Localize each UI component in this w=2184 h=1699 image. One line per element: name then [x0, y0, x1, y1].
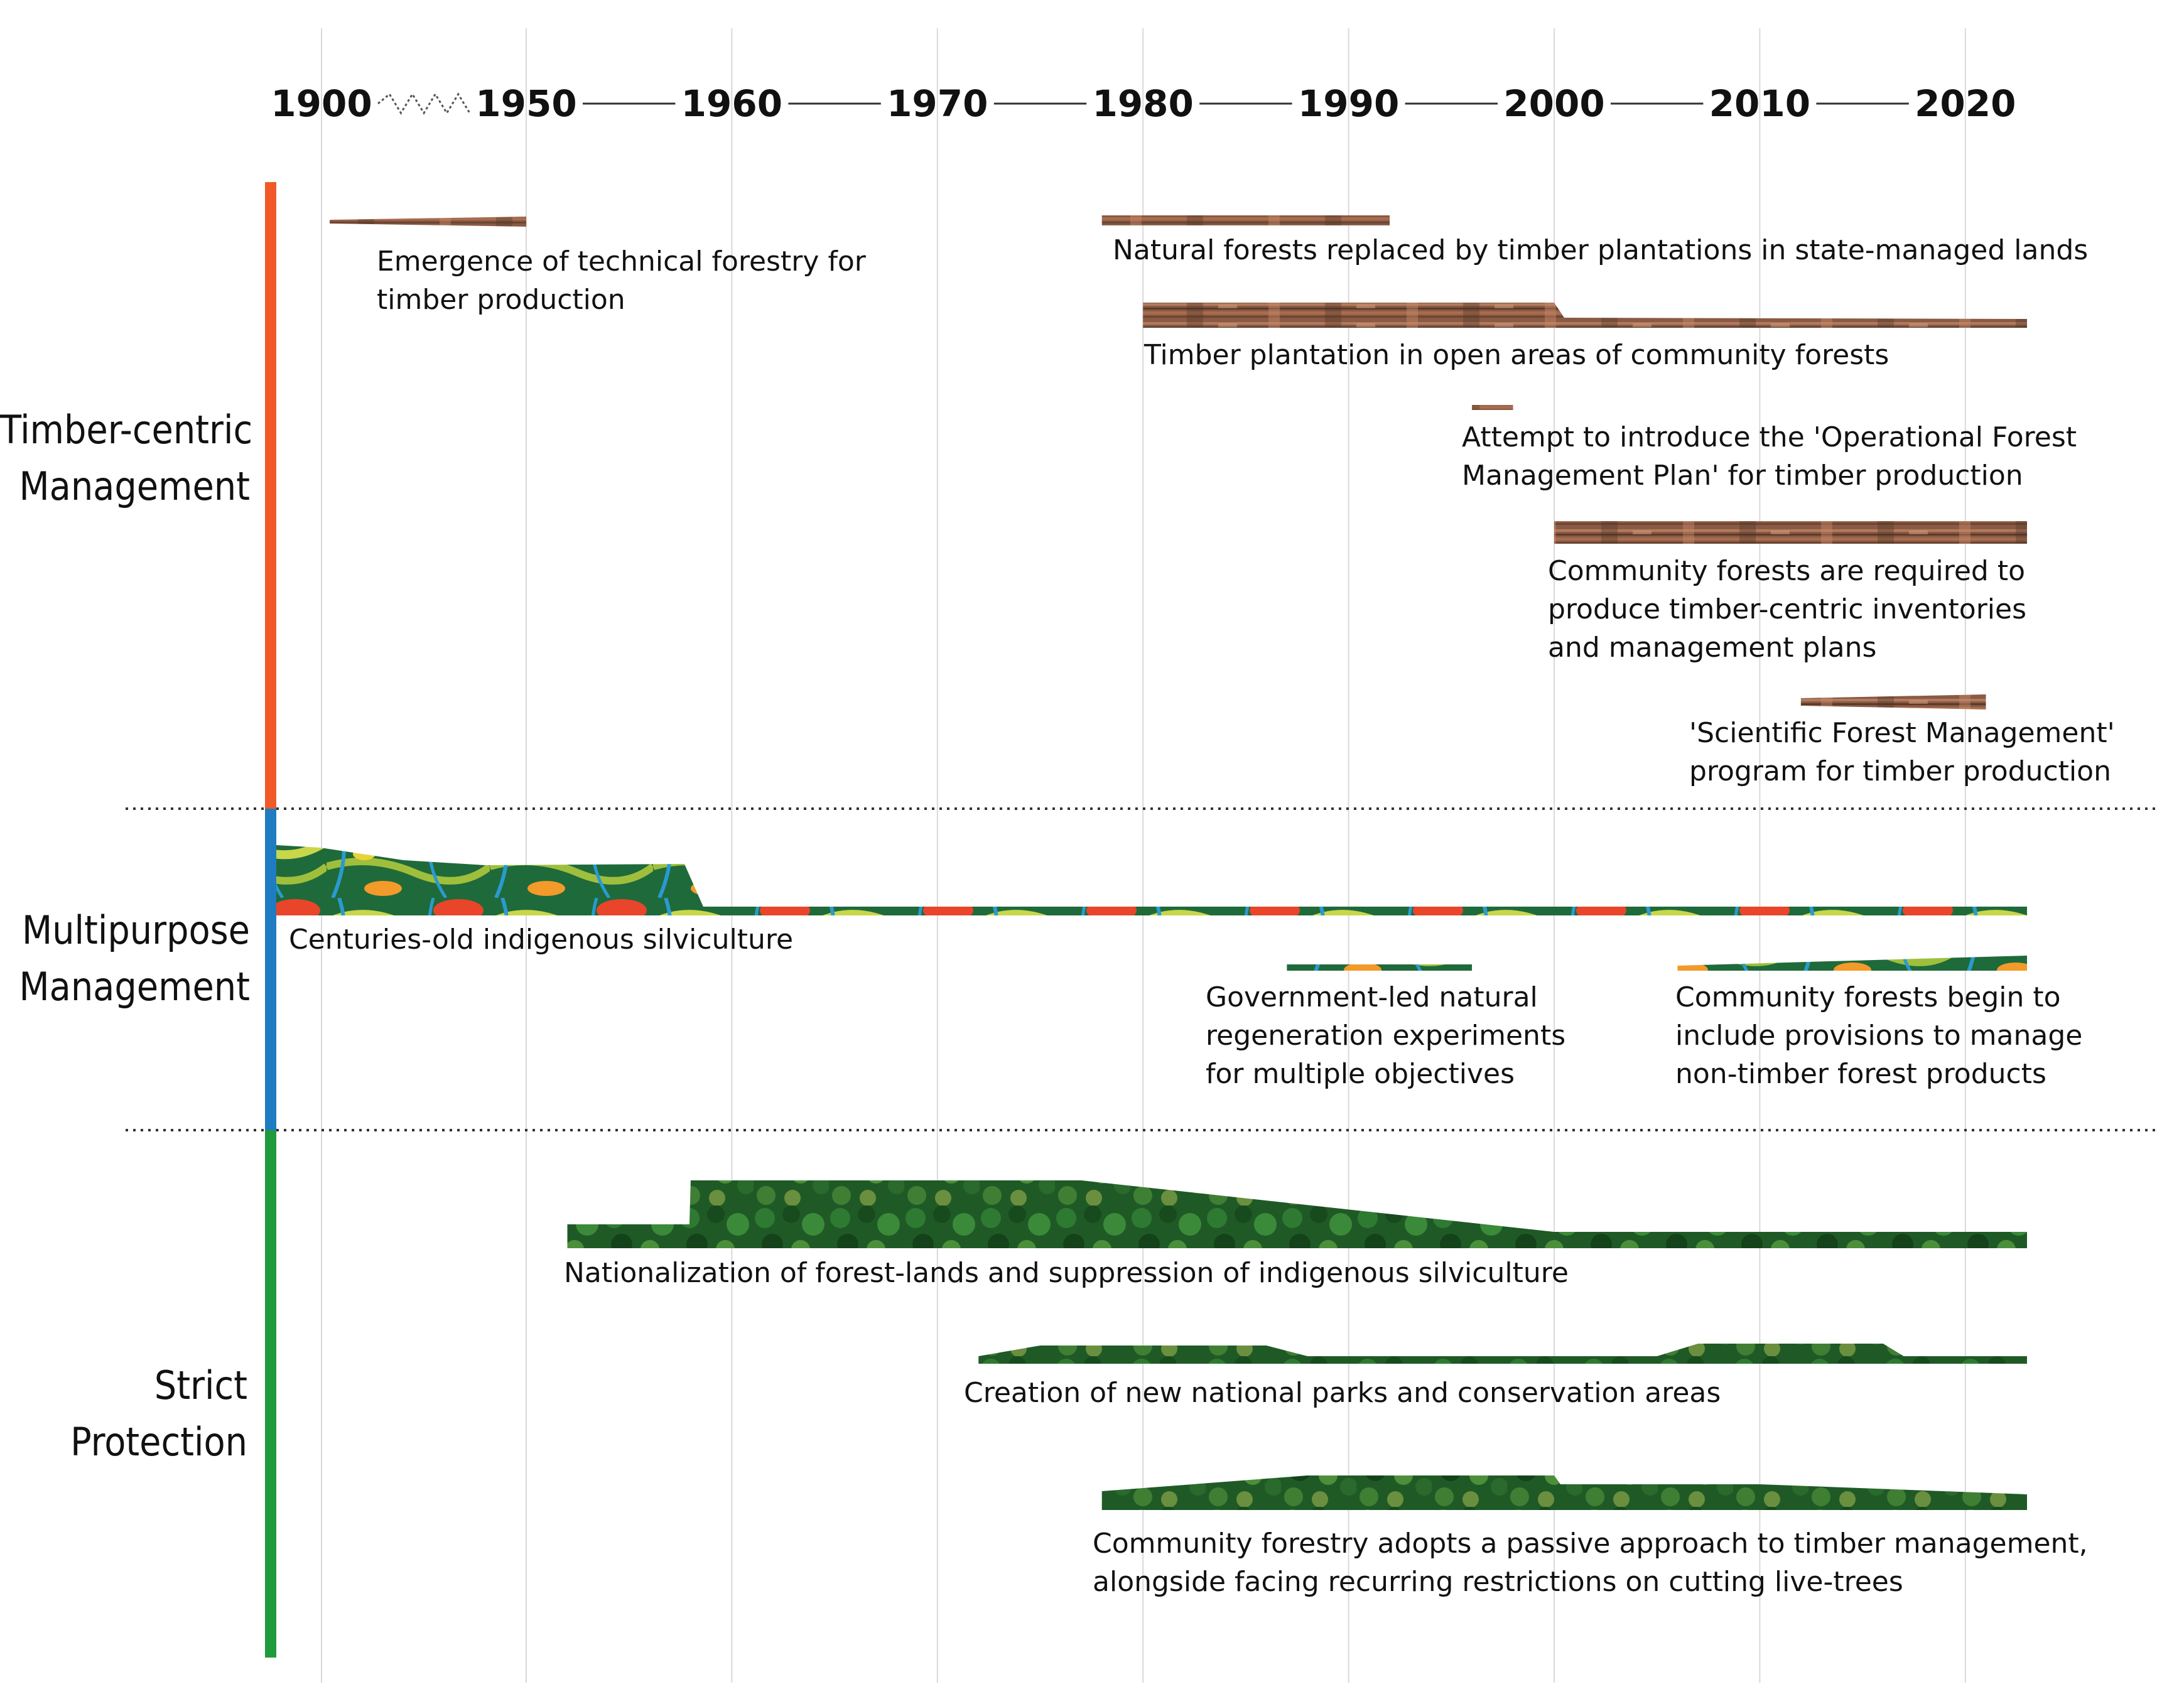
event-passive-approach-label: Community forestry adopts a passive appr… — [1093, 1524, 2088, 1601]
category-bar-multipurpose — [265, 809, 276, 1130]
label-line: regeneration experiments — [1206, 1020, 1566, 1052]
band-indigenous — [276, 845, 2028, 915]
axis-year-2020: 2020 — [1915, 82, 2016, 125]
event-natural-replaced-label: Natural forests replaced by timber plant… — [1113, 231, 2088, 269]
event-national-parks-label: Creation of new national parks and conse… — [964, 1374, 1721, 1412]
label-line: Attempt to introduce the 'Operational Fo… — [1462, 421, 2077, 453]
label-line: Nationalization of forest-lands and supp… — [564, 1257, 1569, 1289]
label-line: program for timber production — [1689, 755, 2111, 787]
band-scientific-mgmt — [1800, 694, 1986, 709]
label-line: Creation of new national parks and conse… — [964, 1377, 1721, 1409]
band-inventories — [1554, 521, 2028, 544]
label-line: produce timber-centric inventories — [1548, 593, 2027, 625]
band-nationalization — [567, 1180, 2028, 1248]
category-multipurpose: Multipurpose Management — [0, 902, 251, 1015]
axis-year-2000: 2000 — [1503, 82, 1605, 125]
category-bar-strict — [265, 1130, 276, 1658]
axis-year-1960: 1960 — [681, 82, 783, 125]
label-line: Natural forests replaced by timber plant… — [1113, 234, 2089, 266]
category-timber-line1: Timber-centric — [0, 407, 253, 453]
label-line: Management Plan' for timber production — [1462, 460, 2023, 492]
label-line: Emergence of technical forestry for — [377, 245, 866, 278]
event-technical-forestry-label: Emergence of technical forestry for timb… — [377, 242, 866, 319]
axis-break-connector — [377, 92, 471, 115]
band-open-areas — [1143, 303, 2028, 328]
band-operational-plan — [1472, 405, 1513, 410]
label-line: Community forestry adopts a passive appr… — [1093, 1528, 2088, 1560]
event-operational-plan-label: Attempt to introduce the 'Operational Fo… — [1462, 418, 2077, 495]
band-passive-approach — [1101, 1475, 2028, 1510]
category-timber-centric: Timber-centric Management — [0, 402, 253, 515]
label-line: timber production — [377, 284, 625, 316]
axis-year-1980: 1980 — [1092, 82, 1194, 125]
label-line: alongside facing recurring restrictions … — [1093, 1566, 1903, 1598]
band-national-parks — [978, 1344, 2028, 1364]
axis-year-1950: 1950 — [475, 82, 577, 125]
label-line: and management plans — [1548, 632, 1877, 664]
axis-year-1970: 1970 — [887, 82, 988, 125]
event-indigenous-label: Centuries-old indigenous silviculture — [289, 920, 793, 959]
category-bar-timber — [265, 182, 276, 809]
band-natural-replaced — [1101, 215, 1390, 225]
event-scientific-mgmt-label: 'Scientific Forest Management' program f… — [1689, 714, 2115, 790]
label-line: include provisions to manage — [1675, 1020, 2083, 1052]
event-open-areas-label: Timber plantation in open areas of commu… — [1144, 336, 1889, 374]
event-regeneration-label: Government-led natural regeneration expe… — [1206, 978, 1565, 1093]
axis-year-1990: 1990 — [1297, 82, 1400, 125]
label-line: Community forests begin to — [1675, 981, 2061, 1013]
label-line: Government-led natural — [1206, 981, 1538, 1013]
category-strict-line2: Protection — [70, 1419, 247, 1465]
axis-year-1900: 1900 — [271, 82, 372, 125]
label-line: for multiple objectives — [1206, 1058, 1515, 1090]
event-nationalization-label: Nationalization of forest-lands and supp… — [564, 1254, 1569, 1292]
label-line: Centuries-old indigenous silviculture — [289, 924, 794, 956]
label-line: non-timber forest products — [1675, 1058, 2046, 1090]
label-line: Community forests are required to — [1548, 555, 2025, 587]
event-inventories-label: Community forests are required to produc… — [1548, 552, 2026, 667]
category-multipurpose-line1: Multipurpose — [22, 907, 250, 953]
event-ntfp-label: Community forests begin to include provi… — [1675, 978, 2082, 1093]
label-line: 'Scientific Forest Management' — [1689, 717, 2115, 749]
label-line: Timber plantation in open areas of commu… — [1144, 339, 1889, 371]
band-regeneration — [1287, 964, 1473, 971]
band-technical-forestry — [330, 217, 526, 227]
band-ntfp — [1677, 956, 2028, 971]
category-strict-protection: Strict Protection — [0, 1357, 247, 1470]
category-strict-line1: Strict — [154, 1362, 247, 1408]
axis-year-2010: 2010 — [1709, 82, 1811, 125]
category-timber-line2: Management — [19, 463, 251, 509]
category-multipurpose-line2: Management — [19, 964, 251, 1010]
